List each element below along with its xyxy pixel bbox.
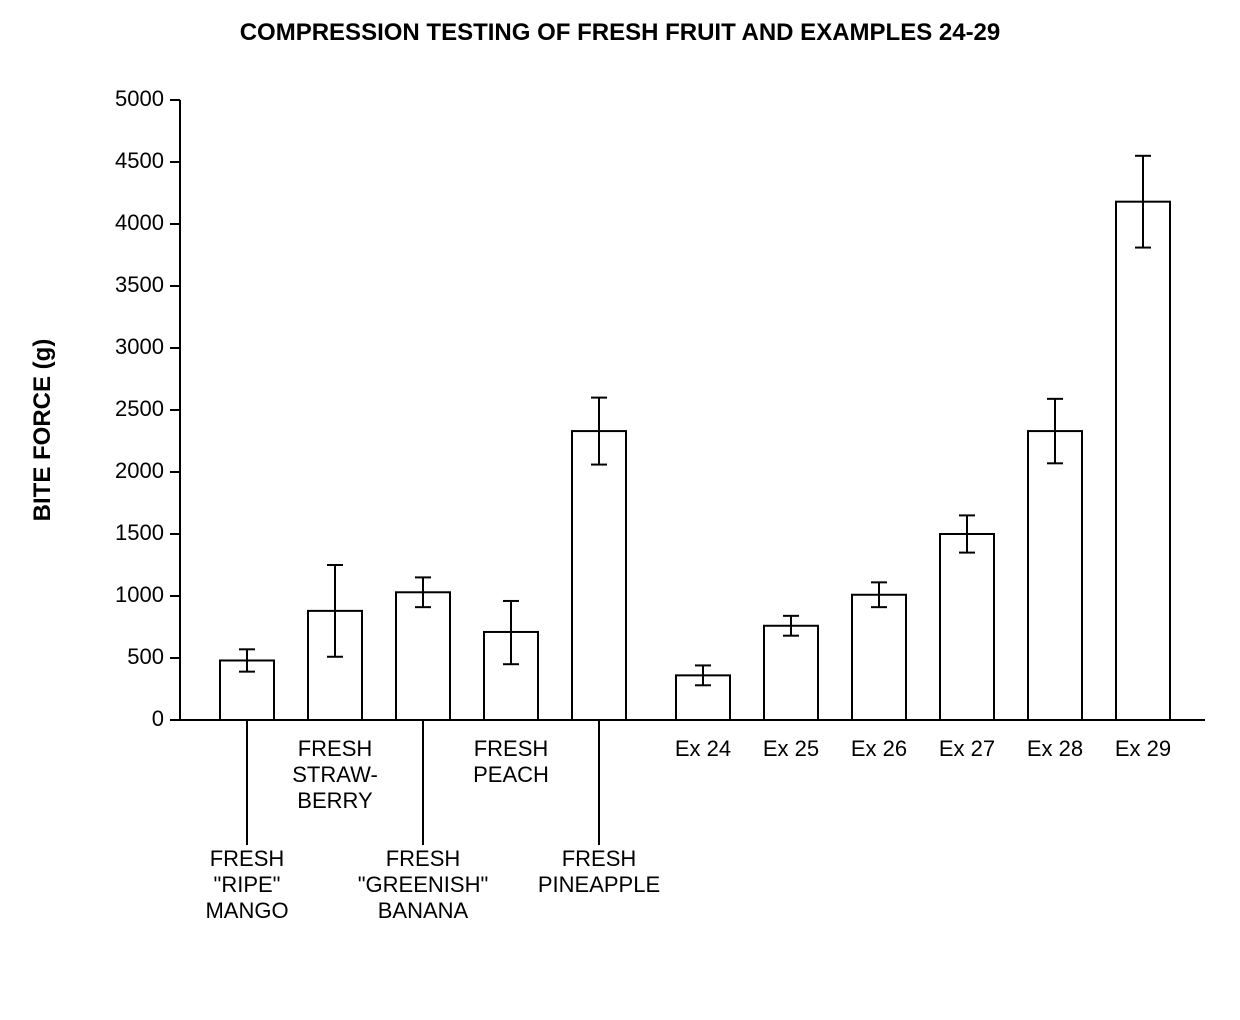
bar-fresh-pineapple bbox=[572, 431, 626, 720]
x-label-fresh-ripe-mango: FRESH"RIPE"MANGO bbox=[205, 846, 288, 923]
x-label-ex-29: Ex 29 bbox=[1115, 736, 1171, 761]
compression-bar-chart: COMPRESSION TESTING OF FRESH FRUIT AND E… bbox=[0, 0, 1240, 1020]
y-tick-label: 5000 bbox=[115, 86, 164, 111]
y-tick-label: 4000 bbox=[115, 210, 164, 235]
y-tick-label: 3000 bbox=[115, 334, 164, 359]
y-tick-label: 500 bbox=[127, 644, 164, 669]
x-labels: FRESH"RIPE"MANGOFRESHSTRAW-BERRY FRESH"GR… bbox=[205, 720, 1171, 923]
bar-ex-26 bbox=[852, 595, 906, 720]
y-tick-label: 2500 bbox=[115, 396, 164, 421]
x-label-fresh-pineapple: FRESHPINEAPPLE bbox=[538, 846, 660, 897]
x-label-fresh-greenish-banana: FRESH"GREENISH"BANANA bbox=[358, 846, 489, 923]
y-tick-label: 4500 bbox=[115, 148, 164, 173]
bar-fresh-greenish-banana bbox=[396, 592, 450, 720]
y-axis-label: BITE FORCE (g) bbox=[29, 339, 56, 522]
x-label-ex-27: Ex 27 bbox=[939, 736, 995, 761]
x-label-fresh-peach: FRESHPEACH bbox=[473, 736, 549, 787]
bars-group bbox=[220, 156, 1170, 720]
x-label-ex-25: Ex 25 bbox=[763, 736, 819, 761]
chart-title: COMPRESSION TESTING OF FRESH FRUIT AND E… bbox=[240, 19, 1001, 46]
bar-ex-25 bbox=[764, 626, 818, 720]
bar-ex-27 bbox=[940, 534, 994, 720]
y-tick-label: 0 bbox=[152, 706, 164, 731]
y-tick-label: 1000 bbox=[115, 582, 164, 607]
y-tick-label: 2000 bbox=[115, 458, 164, 483]
x-label-ex-28: Ex 28 bbox=[1027, 736, 1083, 761]
bar-ex-28 bbox=[1028, 431, 1082, 720]
y-tick-label: 1500 bbox=[115, 520, 164, 545]
x-label-ex-24: Ex 24 bbox=[675, 736, 731, 761]
y-ticks: 0 500 1000 1500 2000 2500 3000 3500 4000 4500 5000 bbox=[115, 86, 180, 731]
x-label-fresh-strawberry: FRESHSTRAW-BERRY bbox=[292, 736, 378, 813]
y-tick-label: 3500 bbox=[115, 272, 164, 297]
x-label-ex-26: Ex 26 bbox=[851, 736, 907, 761]
bar-ex-29 bbox=[1116, 202, 1170, 720]
